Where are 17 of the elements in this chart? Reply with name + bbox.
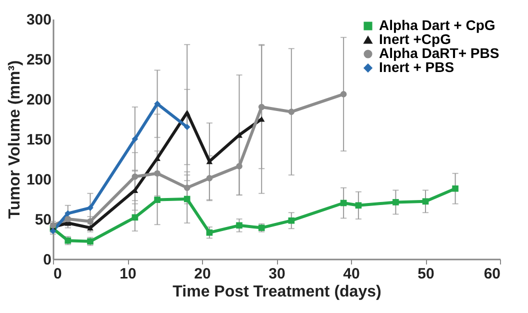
y-tick-label: 150 [26,132,52,148]
x-tick-label: 10 [120,266,136,282]
y-tick-label: 0 [43,252,52,268]
y-tick-label: 300 [26,12,52,28]
y-tick-label: 100 [26,172,52,188]
x-tick-label: 60 [484,266,500,282]
y-tick-label: 250 [26,52,52,68]
x-tick-label: 40 [343,266,360,282]
y-tick-label: 200 [26,92,52,108]
legend-label: Alpha Dart + CpG [379,17,496,33]
x-tick-label: 20 [194,266,211,282]
x-tick-label: 0 [54,266,62,282]
x-tick-label: 50 [418,266,434,282]
x-tick-label: 30 [268,266,286,282]
y-tick-label: 50 [34,212,52,228]
y-axis-title: Tumor Volume (mm³) [6,60,24,219]
x-axis-title: Time Post Treatment (days) [172,284,382,300]
